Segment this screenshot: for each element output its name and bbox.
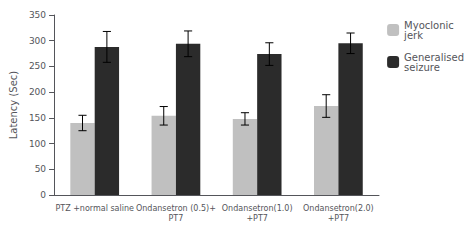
svg-text:Ondansetron(2.0): Ondansetron(2.0): [303, 204, 374, 213]
svg-text:Myoclonic: Myoclonic: [404, 19, 454, 31]
svg-text:Latency (Sec): Latency (Sec): [8, 71, 19, 140]
svg-text:seizure: seizure: [404, 62, 440, 73]
svg-text:300: 300: [29, 36, 46, 46]
svg-text:50: 50: [35, 164, 47, 174]
svg-text:+PT7: +PT7: [246, 214, 268, 223]
svg-text:Generalised: Generalised: [404, 51, 464, 63]
svg-text:350: 350: [29, 10, 46, 20]
svg-text:150: 150: [29, 113, 46, 123]
svg-text:jerk: jerk: [403, 30, 423, 41]
svg-text:PT7: PT7: [169, 214, 184, 223]
svg-text:250: 250: [29, 61, 46, 71]
svg-text:100: 100: [29, 139, 46, 149]
svg-text:0: 0: [40, 190, 46, 200]
svg-text:PTZ +normal saline: PTZ +normal saline: [55, 204, 134, 213]
svg-text:200: 200: [29, 87, 46, 97]
svg-text:Ondansetron(1.0): Ondansetron(1.0): [222, 204, 293, 213]
svg-text:+PT7: +PT7: [328, 214, 350, 223]
svg-text:Ondansetron (0.5)+: Ondansetron (0.5)+: [136, 204, 216, 213]
